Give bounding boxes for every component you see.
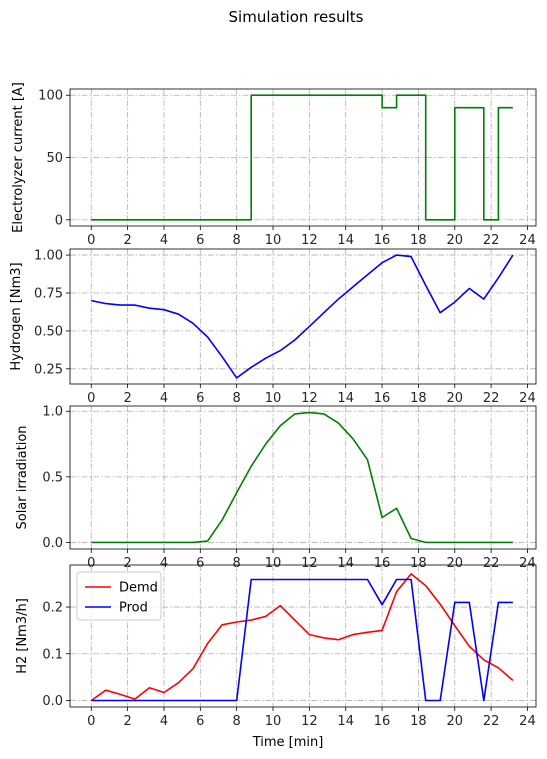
xtick-label: 0 [87, 714, 95, 729]
xtick-label: 20 [446, 391, 463, 406]
xtick-label: 22 [483, 714, 500, 729]
xtick-label: 6 [196, 714, 204, 729]
xtick-label: 14 [337, 233, 354, 248]
xtick-label: 10 [265, 556, 282, 571]
ylabel-h2: H2 [Nm3/h] [15, 598, 30, 674]
ylabel-solar: Solar irradiation [15, 425, 30, 529]
xtick-label: 6 [196, 233, 204, 248]
xtick-label: 2 [123, 714, 131, 729]
xtick-label: 18 [410, 556, 427, 571]
xtick-label: 10 [265, 714, 282, 729]
ytick-label: 50 [46, 151, 63, 166]
ytick-label: 100 [38, 89, 63, 104]
ytick-label: 0.0 [42, 536, 63, 551]
xtick-label: 16 [374, 233, 391, 248]
xtick-label: 16 [374, 714, 391, 729]
ytick-label: 0.0 [42, 694, 63, 709]
xlabel-time: Time [min] [252, 735, 324, 750]
xtick-label: 4 [160, 556, 168, 571]
xtick-label: 24 [519, 556, 536, 571]
xtick-label: 14 [337, 556, 354, 571]
series-line-demd [90, 573, 514, 702]
axes-frame-h2 [69, 564, 537, 708]
xtick-label: 16 [374, 556, 391, 571]
series-line-solar [91, 411, 513, 544]
xtick-label: 8 [233, 233, 241, 248]
xtick-label: 24 [519, 233, 536, 248]
ytick-label: 0.50 [34, 324, 63, 339]
ytick-label: 0.5 [42, 470, 63, 485]
ytick-label: 0.25 [34, 362, 63, 377]
xtick-label: 24 [519, 391, 536, 406]
xtick-label: 18 [410, 714, 427, 729]
xtick-label: 0 [87, 556, 95, 571]
xtick-label: 4 [160, 233, 168, 248]
xtick-label: 22 [483, 233, 500, 248]
axes-frame-hydrogen [69, 248, 537, 385]
legend-box [76, 571, 162, 621]
xtick-label: 10 [265, 233, 282, 248]
ytick-label: 0 [55, 213, 63, 228]
figure-title: Simulation results [229, 8, 364, 26]
xtick-label: 8 [233, 556, 241, 571]
xtick-label: 0 [87, 233, 95, 248]
panel-solar: 0 2 4 6 8 10 12 14 16 18 20 22 24 0.00.51.0 Solar ir… [15, 405, 537, 571]
panel-h2: 0 2 4 6 8 10 12 14 16 18 20 22 24 0.00.10.2 H2 [Nm3/… [15, 564, 537, 750]
xtick-label: 22 [483, 391, 500, 406]
ytick-label: 0.75 [34, 286, 63, 301]
ylabel-hydrogen: Hydrogen [Nm3] [9, 262, 24, 370]
xtick-label: 2 [123, 556, 131, 571]
xtick-label: 12 [301, 233, 318, 248]
xtick-label: 2 [123, 233, 131, 248]
xtick-label: 22 [483, 556, 500, 571]
xtick-label: 2 [123, 391, 131, 406]
xtick-label: 24 [519, 714, 536, 729]
xtick-label: 12 [301, 714, 318, 729]
legend: Demd Prod [76, 571, 162, 621]
ylabel-current: Electrolyzer current [A] [11, 82, 26, 233]
xtick-label: 14 [337, 714, 354, 729]
xtick-label: 8 [233, 391, 241, 406]
xtick-label: 20 [446, 233, 463, 248]
ytick-label: 0.1 [42, 647, 63, 662]
xtick-label: 6 [196, 391, 204, 406]
xtick-label: 12 [301, 391, 318, 406]
series-line-hydrogen [91, 254, 514, 379]
xtick-label: 16 [374, 391, 391, 406]
xtick-label: 8 [233, 714, 241, 729]
xtick-label: 12 [301, 556, 318, 571]
series-line-current [91, 94, 513, 221]
ytick-label: 1.00 [34, 249, 63, 264]
axes-frame-solar [69, 405, 537, 550]
series-line-prod [91, 578, 513, 702]
panel-hydrogen: 0 2 4 6 8 10 12 14 16 18 20 22 24 0.250.500.751.00 H… [9, 248, 537, 406]
xtick-label: 18 [410, 391, 427, 406]
ytick-label: 0.2 [42, 601, 63, 616]
xtick-label: 4 [160, 714, 168, 729]
xtick-label: 0 [87, 391, 95, 406]
xtick-label: 10 [265, 391, 282, 406]
xtick-label: 20 [446, 714, 463, 729]
xtick-label: 14 [337, 391, 354, 406]
xtick-label: 20 [446, 556, 463, 571]
xtick-label: 6 [196, 556, 204, 571]
xtick-label: 4 [160, 391, 168, 406]
legend-label-prod: Prod [119, 601, 148, 616]
legend-label-demd: Demd [119, 581, 158, 596]
xtick-label: 18 [410, 233, 427, 248]
ytick-label: 1.0 [42, 405, 63, 420]
